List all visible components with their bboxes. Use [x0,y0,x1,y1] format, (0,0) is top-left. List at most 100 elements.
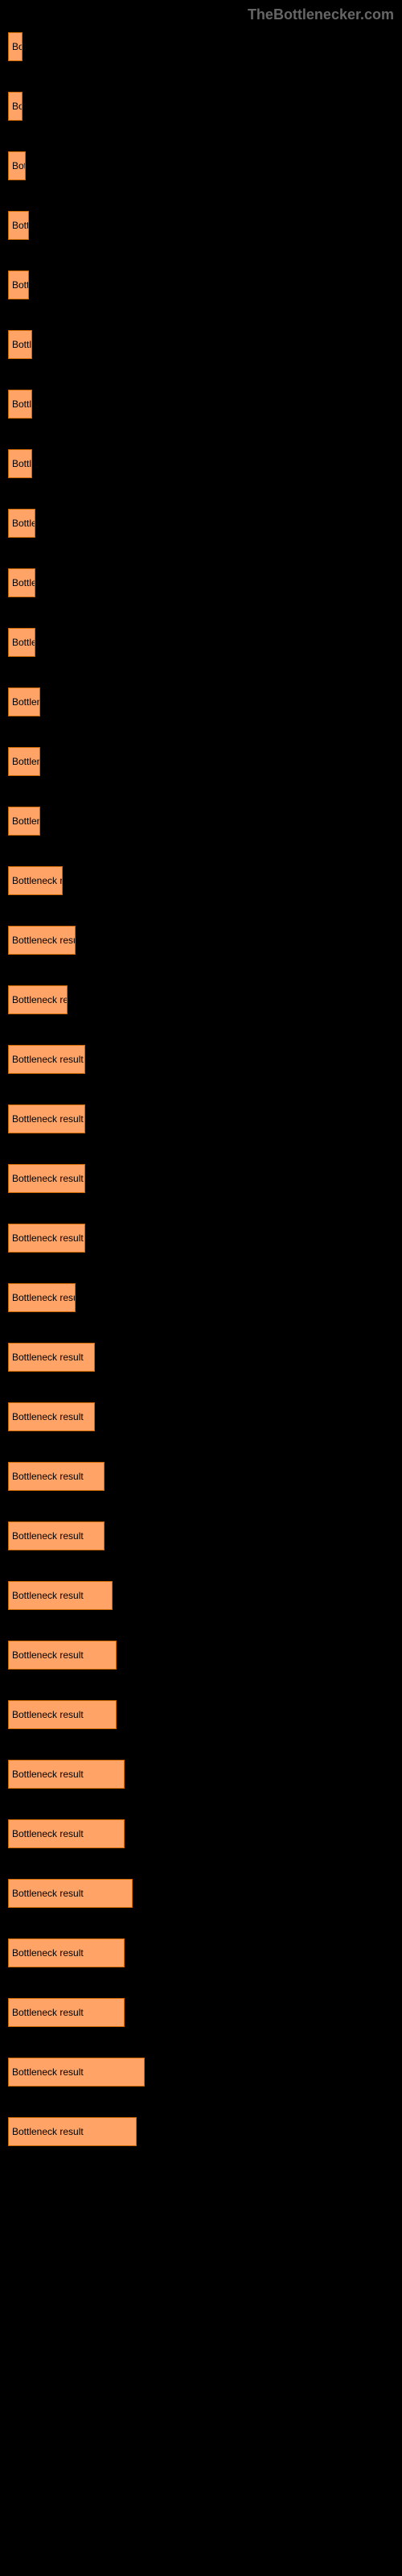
bar: Bottleneck result [8,2117,137,2146]
bar-row: Bottleneck result [8,1998,394,2027]
bar-label: Bottlen [12,696,39,708]
bar: Bottleneck r [8,866,63,895]
bar-row: Bottleneck result [8,1402,394,1431]
bar-row: Bottleneck resu [8,926,394,955]
bar-label: Bottleneck result [12,1709,84,1720]
bar-label: Bottleneck result [12,1590,84,1601]
bar-row: Bottleneck result [8,1760,394,1789]
bar-label: Bottleneck result [12,1054,84,1065]
bar-label: Bottleneck result [12,1769,84,1780]
bar-label: Bottleneck result [12,1173,84,1184]
bar-row: Bottlen [8,687,394,716]
bar: Bottleneck result [8,1879,133,1908]
bar-label: Bott [12,279,28,291]
bar-label: Bottleneck resu [12,1292,75,1303]
bar: Bottle [8,628,35,657]
bar-label: Bottleneck result [12,1649,84,1661]
bar: Bottleneck result [8,1760,125,1789]
bar: Bottlen [8,747,40,776]
bar-row: Bottleneck result [8,2058,394,2087]
bar-label: Bottleneck result [12,1947,84,1959]
bar-row: Bo [8,32,394,61]
bar: Bo [8,92,23,121]
bar-row: Bottleneck result [8,1224,394,1253]
bar: Bottleneck re [8,985,68,1014]
bar-row: Bottl [8,449,394,478]
bar-label: Bottl [12,398,31,410]
bar: Bottleneck resu [8,926,76,955]
bar: Bottleneck result [8,1104,85,1133]
bar: Bottl [8,330,32,359]
bar: Bottleneck result [8,1938,125,1967]
bar-row: Bottleneck result [8,1462,394,1491]
bar-row: Bo [8,92,394,121]
bar: Bottleneck result [8,1998,125,2027]
bar: Bottleneck result [8,1819,125,1848]
bar-label: Bottleneck result [12,1411,84,1422]
bar-label: Bottle [12,518,35,529]
bar-label: Bottleneck result [12,1530,84,1542]
bar-row: Bottleneck re [8,985,394,1014]
bar-row: Bottle [8,568,394,597]
bar: Bott [8,211,29,240]
bar-label: Bottleneck result [12,2066,84,2078]
bar-label: Bo [12,41,22,52]
bar-label: Bottlen [12,756,39,767]
bar: Bottleneck result [8,1700,117,1729]
bar: Bottleneck result [8,1343,95,1372]
bar: Bottle [8,568,35,597]
bar-label: Bottleneck re [12,994,67,1005]
bar-label: Bottle [12,577,35,588]
bar: Bottlen [8,807,40,836]
bar-row: Bottleneck result [8,1879,394,1908]
bar-label: Bottleneck result [12,1888,84,1899]
bar: Bottleneck result [8,1402,95,1431]
bar-label: Bottleneck result [12,1113,84,1125]
bar-row: Bottleneck result [8,1104,394,1133]
bar-label: Bottleneck result [12,1828,84,1839]
bar-label: Bottleneck result [12,1352,84,1363]
bar-row: Bottleneck result [8,1521,394,1550]
bar-row: Bottl [8,330,394,359]
watermark-text: TheBottlenecker.com [248,6,394,23]
bar-row: Bottleneck result [8,1581,394,1610]
bar-label: Bottle [12,637,35,648]
bar: Bottleneck result [8,1164,85,1193]
bar: Bottleneck result [8,1581,113,1610]
bar-label: Bottl [12,458,31,469]
bar: Bottl [8,449,32,478]
bar-row: Bott [8,211,394,240]
bar-row: Bottlen [8,807,394,836]
bar: Bottle [8,509,35,538]
bar-row: Bottleneck result [8,1164,394,1193]
bar: Bo [8,32,23,61]
bar-row: Bottleneck result [8,1819,394,1848]
bar-label: Bot [12,160,25,171]
bar-row: Bottleneck result [8,1045,394,1074]
bar-row: Bottleneck result [8,1343,394,1372]
bar: Bottl [8,390,32,419]
bar-row: Bott [8,270,394,299]
bar: Bottlen [8,687,40,716]
bar-row: Bottle [8,509,394,538]
bar-chart: Bo Bo Bot Bott Bott Bottl Bottl Bottl Bottle Bott… [0,0,402,2193]
bar-row: Bottleneck result [8,1641,394,1670]
bar: Bottleneck result [8,2058,145,2087]
bar-label: Bottleneck resu [12,935,75,946]
bar-row: Bottlen [8,747,394,776]
bar-label: Bottlen [12,815,39,827]
bar-row: Bottl [8,390,394,419]
bar-row: Bottleneck result [8,1938,394,1967]
bar-label: Bottleneck result [12,2007,84,2018]
bar: Bottleneck result [8,1521,105,1550]
bar-label: Bottleneck r [12,875,62,886]
bar-label: Bottleneck result [12,1232,84,1244]
bar: Bottleneck result [8,1462,105,1491]
bar-row: Bottle [8,628,394,657]
bar: Bottleneck resu [8,1283,76,1312]
bar-label: Bottl [12,339,31,350]
bar-row: Bot [8,151,394,180]
bar: Bot [8,151,26,180]
bar: Bottleneck result [8,1224,85,1253]
bar-label: Bo [12,101,22,112]
